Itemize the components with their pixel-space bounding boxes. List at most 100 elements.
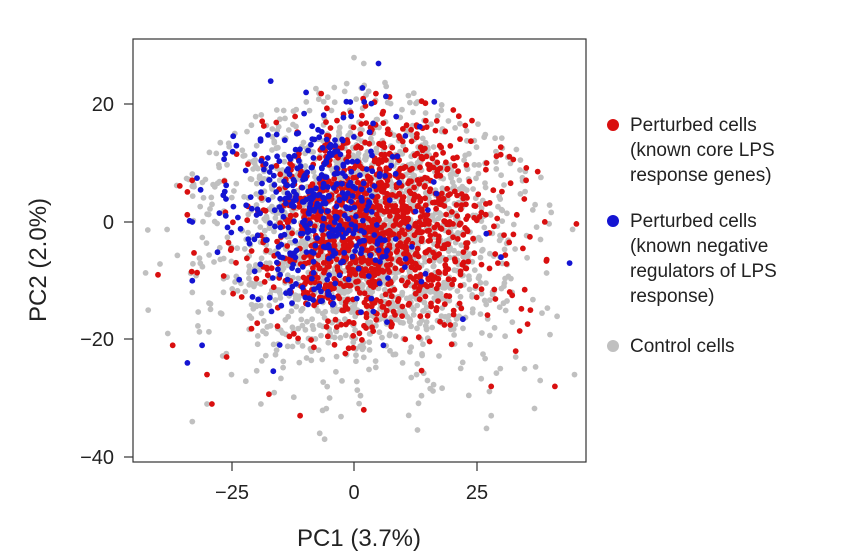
point-control-cells [423,304,430,310]
point-perturbed-cells-known-core-lps-response-genes [337,280,344,287]
point-perturbed-cells-known-core-lps-response-genes [469,117,475,124]
point-control-cells [538,174,544,181]
point-perturbed-cells-known-core-lps-response-genes [403,239,409,246]
point-perturbed-cells-known-negative-regulators-of-lps-response [402,264,408,270]
point-perturbed-cells-known-negative-regulators-of-lps-response [369,168,376,175]
point-perturbed-cells-known-core-lps-response-genes [445,229,452,236]
point-perturbed-cells-known-core-lps-response-genes [253,275,260,282]
point-perturbed-cells-known-core-lps-response-genes [414,203,421,210]
point-control-cells [295,275,302,282]
point-perturbed-cells-known-negative-regulators-of-lps-response [323,136,330,143]
point-perturbed-cells-known-core-lps-response-genes [450,234,456,241]
point-perturbed-cells-known-core-lps-response-genes [552,383,558,390]
point-perturbed-cells-known-core-lps-response-genes [457,136,463,143]
point-control-cells [439,385,445,392]
point-perturbed-cells-known-core-lps-response-genes [464,195,470,201]
point-perturbed-cells-known-negative-regulators-of-lps-response [291,250,297,256]
point-perturbed-cells-known-core-lps-response-genes [191,250,197,256]
point-perturbed-cells-known-negative-regulators-of-lps-response [331,171,338,177]
point-control-cells [392,333,399,339]
point-control-cells [424,377,431,384]
point-perturbed-cells-known-core-lps-response-genes [400,125,406,132]
point-perturbed-cells-known-negative-regulators-of-lps-response [299,284,306,291]
point-control-cells [200,218,206,225]
point-perturbed-cells-known-core-lps-response-genes [523,165,530,171]
point-control-cells [293,303,300,310]
point-control-cells [233,180,240,187]
point-perturbed-cells-known-core-lps-response-genes [439,245,446,252]
point-control-cells [260,318,267,324]
point-perturbed-cells-known-negative-regulators-of-lps-response [360,217,366,224]
point-perturbed-cells-known-core-lps-response-genes [422,183,428,189]
point-control-cells [376,329,383,336]
point-perturbed-cells-known-core-lps-response-genes [396,256,403,263]
point-perturbed-cells-known-negative-regulators-of-lps-response [303,196,310,203]
point-control-cells [441,284,448,291]
point-perturbed-cells-known-negative-regulators-of-lps-response [307,220,313,227]
point-perturbed-cells-known-negative-regulators-of-lps-response [368,295,375,302]
point-perturbed-cells-known-core-lps-response-genes [358,121,365,127]
point-perturbed-cells-known-negative-regulators-of-lps-response [377,258,383,265]
point-perturbed-cells-known-core-lps-response-genes [422,202,429,209]
point-perturbed-cells-known-negative-regulators-of-lps-response [247,194,254,201]
point-perturbed-cells-known-core-lps-response-genes [392,265,399,272]
point-perturbed-cells-known-core-lps-response-genes [454,213,461,219]
point-control-cells [466,286,473,293]
point-control-cells [372,358,379,364]
legend-label-core-lps-line3: response genes) [630,165,772,186]
point-perturbed-cells-known-core-lps-response-genes [417,313,424,320]
point-control-cells [269,126,276,132]
point-control-cells [357,392,364,399]
point-perturbed-cells-known-negative-regulators-of-lps-response [361,229,367,236]
y-tick-label-minus40: −40 [80,447,114,469]
point-control-cells [263,330,269,337]
point-control-cells [477,311,484,317]
point-perturbed-cells-known-core-lps-response-genes [412,260,419,267]
point-control-cells [392,274,399,281]
point-control-cells [354,387,361,393]
point-perturbed-cells-known-negative-regulators-of-lps-response [304,169,311,176]
point-perturbed-cells-known-core-lps-response-genes [478,261,485,268]
point-perturbed-cells-known-negative-regulators-of-lps-response [360,180,367,187]
point-perturbed-cells-known-core-lps-response-genes [440,149,446,156]
point-perturbed-cells-known-core-lps-response-genes [292,113,298,120]
point-perturbed-cells-known-core-lps-response-genes [324,105,330,112]
point-perturbed-cells-known-core-lps-response-genes [447,143,454,149]
point-perturbed-cells-known-core-lps-response-genes [343,282,350,288]
point-perturbed-cells-known-core-lps-response-genes [297,412,303,419]
point-control-cells [203,240,210,247]
point-control-cells [298,316,305,323]
point-perturbed-cells-known-negative-regulators-of-lps-response [370,120,376,127]
point-perturbed-cells-known-core-lps-response-genes [346,319,352,325]
point-perturbed-cells-known-core-lps-response-genes [259,118,266,125]
point-perturbed-cells-known-core-lps-response-genes [406,205,413,212]
point-control-cells [391,303,398,310]
point-perturbed-cells-known-core-lps-response-genes [402,147,409,153]
point-control-cells [493,148,499,155]
point-perturbed-cells-known-core-lps-response-genes [412,222,418,229]
point-perturbed-cells-known-negative-regulators-of-lps-response [375,247,382,254]
point-control-cells [252,218,259,225]
point-perturbed-cells-known-core-lps-response-genes [391,286,398,293]
point-perturbed-cells-known-core-lps-response-genes [497,151,504,158]
point-control-cells [293,123,299,130]
point-perturbed-cells-known-negative-regulators-of-lps-response [291,218,297,225]
point-perturbed-cells-known-core-lps-response-genes [462,265,469,272]
point-perturbed-cells-known-core-lps-response-genes [387,213,393,219]
point-control-cells [482,355,488,362]
point-control-cells [388,217,394,224]
point-perturbed-cells-known-core-lps-response-genes [400,194,407,200]
point-control-cells [372,364,379,371]
point-perturbed-cells-known-negative-regulators-of-lps-response [266,177,273,183]
point-control-cells [546,202,553,209]
point-control-cells [333,368,339,375]
x-tick-label-25: 25 [466,482,488,504]
point-perturbed-cells-known-negative-regulators-of-lps-response [286,153,292,160]
point-perturbed-cells-known-core-lps-response-genes [418,238,425,245]
point-perturbed-cells-known-negative-regulators-of-lps-response [283,200,289,207]
point-control-cells [532,364,539,370]
point-perturbed-cells-known-negative-regulators-of-lps-response [344,190,351,197]
point-perturbed-cells-known-core-lps-response-genes [389,144,396,151]
point-control-cells [319,310,326,317]
point-perturbed-cells-known-core-lps-response-genes [331,175,338,182]
